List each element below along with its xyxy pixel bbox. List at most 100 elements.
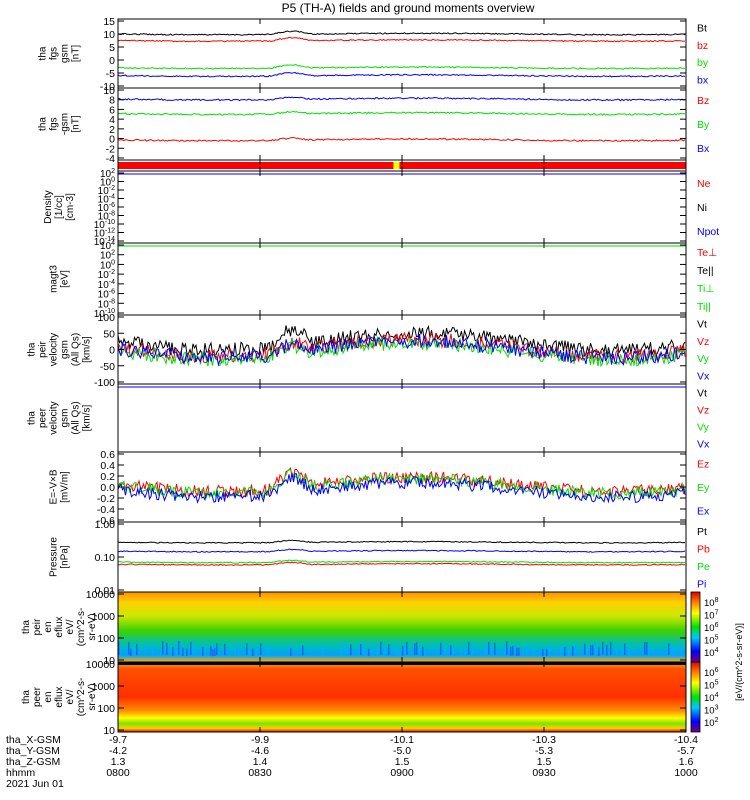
spectrogram-streak (358, 643, 360, 656)
ephem-hhmm-value: 0800 (106, 767, 130, 779)
ephem-label-z: tha_Z-GSM (6, 756, 60, 768)
spectrogram-streak (170, 645, 172, 656)
spectrogram-streak (526, 643, 528, 656)
spectrogram-streak (444, 641, 446, 655)
spectrogram-streak (310, 648, 312, 657)
y-tick-label: 10-2 (98, 185, 115, 197)
spectrogram-streak (396, 649, 398, 657)
ephem-x-value: -10.3 (532, 734, 556, 746)
ephemeris-labels: tha_X-GSM tha_Y-GSM tha_Z-GSM hhmm 2021 … (6, 734, 64, 790)
ephem-y-value: -4.6 (251, 745, 269, 757)
spectrogram-streak (380, 641, 382, 655)
y-tick-label: 1.00 (95, 519, 116, 531)
colorbar-tick-label: 102 (704, 717, 719, 729)
y-tick-label: -0.6 (97, 515, 115, 527)
ephem-hhmm-value: 0900 (390, 767, 414, 779)
spectrogram-streak (190, 641, 192, 655)
ephem-x-value: -9.7 (109, 734, 127, 746)
y-axis-label: peir (32, 618, 43, 635)
legend-ve-vt: Vt (697, 388, 707, 400)
y-tick-label: 100 (97, 312, 115, 324)
series-pressure-pe (117, 559, 686, 564)
spectrogram-streak (194, 640, 196, 655)
spectrogram-streak (406, 641, 408, 655)
series-pressure-pt (117, 539, 686, 544)
legend-efield-ey: Ey (697, 482, 710, 494)
spectrogram-streak (488, 641, 490, 655)
y-tick-label: 10-10 (94, 219, 115, 231)
y-tick-label: 1000 (92, 681, 116, 693)
y-axis-label: tha (27, 342, 38, 356)
panel-frame (117, 242, 687, 316)
legend-efield-ez: Ez (697, 459, 709, 471)
spectrogram-streak (572, 646, 574, 656)
y-axis-label: eflux (54, 616, 65, 637)
spectrogram-streak (350, 644, 352, 656)
legend-pressure-pt: Pt (697, 526, 707, 538)
y-axis-label: eV/ (65, 619, 76, 634)
series-efield-ez (117, 467, 686, 499)
y-axis-label: en (43, 691, 54, 702)
spectrogram-streak (376, 648, 378, 657)
spectrogram-streak (594, 641, 596, 655)
panel-vi: 100 50 0 -50 -100 tha peir velocity gsm (All Qs)[… (27, 312, 687, 389)
spectrogram-streak (398, 645, 400, 656)
spectrogram-streak (246, 643, 248, 656)
spectrogram-streak (266, 648, 268, 657)
spectrogram-streak (560, 644, 562, 656)
spectrogram-streak (516, 647, 518, 656)
y-tick-label: -0.2 (97, 493, 115, 505)
ephem-y-value: -5.3 (535, 745, 553, 757)
spectrogram-streak (256, 649, 258, 657)
spectrogram-streak (584, 643, 586, 656)
series-fgs-bz (117, 36, 686, 43)
y-tick-label: 0 (109, 345, 115, 357)
y-axis-label: tha (21, 690, 32, 704)
y-axis-label: eV/ (65, 689, 76, 704)
ephem-z-value: 1.6 (679, 756, 694, 768)
y-tick-label: 10-8 (98, 298, 115, 310)
date-label: 2021 Jun 01 (6, 778, 64, 790)
spectrogram-streak (212, 649, 214, 657)
y-tick-label: 2 (109, 124, 115, 136)
y-axis-label: gsm (60, 44, 71, 63)
y-tick-label: -50 (100, 361, 115, 373)
figure-title: P5 (TH-A) fields and ground moments over… (282, 1, 535, 15)
y-tick-label: 10-12 (94, 228, 115, 240)
series-fgs-by (117, 64, 686, 70)
y-tick-label: 10-6 (98, 202, 115, 214)
y-tick-label: -4 (106, 153, 115, 165)
colorbar-label: [eV/(cm^2-s-sr-eV)] (734, 623, 744, 701)
spectrogram-streak (172, 646, 174, 656)
legend-pressure-pi: Pi (697, 578, 706, 590)
legend-gmom-bx: Bx (697, 143, 710, 155)
colorbar-tick-label: 107 (704, 610, 719, 622)
panel-peer_eflux: 10000 1000 100 10 tha peer en eflux eV/(cm^2-s-s… (21, 659, 687, 737)
y-tick-label: 1000 (92, 611, 116, 623)
y-axis-label: Pressure (49, 537, 60, 577)
y-axis-label: eflux (54, 686, 65, 707)
spectrogram-streak (606, 644, 608, 656)
series-efield-ey (117, 468, 686, 500)
spectrogram-streak (414, 643, 416, 656)
spectrogram-streak (290, 648, 292, 657)
panel-peir_eflux: 10000 1000 100 10 tha peir en eflux eV/(cm^2-s-s… (21, 589, 687, 667)
legend-temperature-te: Te⊥ (697, 247, 717, 259)
y-tick-label: 50 (103, 328, 115, 340)
y-tick-label: 0 (109, 55, 115, 67)
y-tick-label: 104 (100, 240, 115, 252)
colorbar-tick-label: 104 (704, 692, 719, 704)
spectrogram-streak (248, 646, 250, 656)
legend-fgs-bx: bx (697, 74, 709, 86)
spectrogram-streak (522, 649, 524, 657)
panel-frame (117, 383, 687, 453)
y-tick-label: 10-14 (94, 236, 115, 248)
panel-frame (117, 314, 687, 385)
colorbar-tick-label: 105 (704, 635, 719, 647)
y-tick-label: -100 (94, 377, 115, 389)
legend-temperature-te: Te|| (697, 265, 714, 277)
y-tick-label: -0.4 (97, 504, 115, 516)
legend-fgs-bz: bz (697, 40, 708, 52)
spectrogram-streak (210, 646, 212, 656)
